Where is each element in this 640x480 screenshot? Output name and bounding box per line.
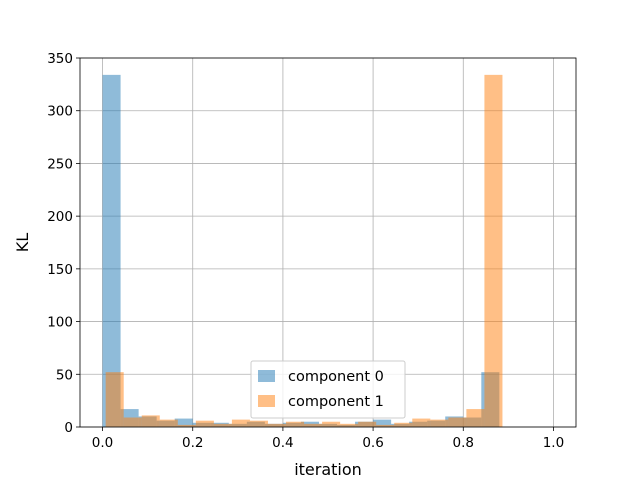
histogram-bar [141, 415, 160, 427]
y-tick-label: 250 [47, 156, 73, 172]
legend-swatch-component-0 [258, 370, 275, 382]
histogram-bar [249, 420, 268, 427]
x-tick-label: 1.0 [543, 435, 564, 451]
histogram-bar [102, 74, 121, 428]
histogram-bar [430, 419, 449, 427]
histogram-bar [484, 74, 503, 428]
plot-frame [79, 57, 577, 428]
histogram-bars [102, 74, 503, 428]
legend: component 0 component 1 [250, 360, 406, 419]
histogram-bar [412, 418, 431, 427]
legend-swatch-component-1 [258, 395, 275, 407]
x-axis-ticks: 0.0 0.2 0.4 0.6 0.8 1.0 [92, 427, 564, 451]
histogram-bar [286, 421, 305, 427]
x-tick-label: 0.2 [182, 435, 203, 451]
legend-label-component-1: component 1 [288, 394, 384, 410]
histogram-bar [340, 423, 359, 427]
x-axis-label: iteration [294, 460, 362, 479]
histogram-bar [373, 419, 392, 427]
histogram-bar [394, 422, 413, 427]
histogram-bar [231, 419, 250, 427]
series-component-1 [105, 74, 503, 428]
y-axis-label: KL [13, 233, 32, 252]
y-tick-label: 0 [64, 420, 73, 436]
histogram-bar [195, 420, 214, 427]
histogram-bar [466, 409, 485, 427]
y-tick-label: 300 [47, 104, 73, 120]
y-tick-label: 50 [56, 367, 73, 383]
histogram-bar [358, 421, 377, 427]
histogram-bar [322, 421, 341, 427]
histogram-bar [267, 423, 287, 427]
histogram-bar [159, 419, 178, 427]
x-tick-label: 0.6 [362, 435, 383, 451]
histogram-bar [376, 424, 395, 427]
histogram-bar [174, 418, 193, 427]
histogram-bar [105, 372, 124, 427]
histogram-bar [123, 417, 142, 427]
legend-box [250, 360, 406, 419]
x-tick-label: 0.8 [453, 435, 474, 451]
y-axis-ticks: 0 50 100 150 200 250 300 350 [47, 51, 80, 436]
legend-label-component-0: component 0 [288, 369, 384, 385]
x-tick-label: 0.0 [92, 435, 113, 451]
y-tick-label: 350 [47, 51, 73, 67]
histogram-bar [177, 424, 196, 427]
x-tick-label: 0.4 [272, 435, 293, 451]
histogram-bar [213, 423, 232, 427]
histogram-bar [304, 423, 323, 427]
y-tick-label: 150 [47, 262, 73, 278]
histogram-bar [448, 417, 467, 427]
y-tick-label: 200 [47, 209, 73, 225]
y-tick-label: 100 [47, 315, 73, 331]
